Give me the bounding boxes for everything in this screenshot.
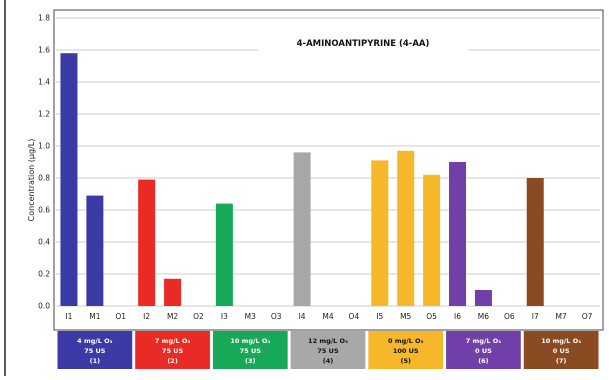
x-tick-label: O4 — [349, 312, 360, 321]
bar-m2 — [164, 278, 182, 306]
x-tick-label: M3 — [245, 312, 256, 321]
bar-i6 — [449, 162, 467, 306]
bars — [60, 53, 544, 307]
x-tick-label: M6 — [478, 312, 489, 321]
treatment-groups: 4 mg/L O₃ 75 US (1) 7 mg/L O₃ 75 US (2) 10 mg/… — [57, 331, 599, 369]
x-tick-label: O3 — [271, 312, 282, 321]
group-label-line: 7 mg/L O₃ — [466, 337, 502, 345]
bar-i7 — [526, 178, 544, 306]
bar-i2 — [138, 179, 156, 306]
group-label-line: 10 mg/L O₃ — [230, 337, 270, 345]
group-box-7 — [523, 331, 599, 369]
bar-m5 — [397, 150, 415, 306]
group-label-line: (2) — [167, 357, 177, 365]
bar-i4 — [293, 152, 311, 306]
y-tick-label: 0.8 — [38, 174, 50, 183]
group-box-3 — [212, 331, 288, 369]
x-tick-label: O1 — [115, 312, 126, 321]
group-label-line: (5) — [400, 357, 410, 365]
group-label-line: 75 US — [240, 347, 262, 355]
y-tick-label: 1.2 — [38, 110, 50, 119]
x-tick-label: I1 — [65, 312, 72, 321]
bar-o5 — [423, 174, 441, 306]
group-label-line: (3) — [245, 357, 255, 365]
bar-i3 — [215, 203, 233, 306]
group-label-line: (7) — [556, 357, 566, 365]
bar-i1 — [60, 53, 78, 307]
bar-i5 — [371, 160, 389, 306]
x-tick-label: O7 — [582, 312, 593, 321]
group-label-line: 10 mg/L O₃ — [541, 337, 581, 345]
group-label-line: 75 US — [162, 347, 184, 355]
x-tick-label: M7 — [556, 312, 567, 321]
group-label-line: 7 mg/L O₃ — [155, 337, 191, 345]
bar-m1 — [86, 195, 104, 306]
group-box-4 — [290, 331, 366, 369]
group-label-line: (1) — [90, 357, 100, 365]
y-tick-label: 1.6 — [38, 46, 50, 55]
chart-title: 4-AMINOANTIPYRINE (4-AA) — [297, 39, 430, 49]
group-box-1 — [57, 331, 133, 369]
y-axis-label: Concentration (µg/L) — [27, 139, 36, 222]
x-tick-label: O6 — [504, 312, 515, 321]
y-tick-label: 0.4 — [38, 238, 50, 247]
group-label-line: 0 mg/L O₃ — [388, 337, 424, 345]
y-tick-label: 1.0 — [38, 142, 50, 151]
group-label-line: (4) — [323, 357, 333, 365]
group-label-line: 75 US — [317, 347, 339, 355]
bar-m6 — [474, 290, 492, 306]
y-tick-label: 1.4 — [38, 78, 50, 87]
plot-frame — [53, 9, 604, 331]
group-label-line: 4 mg/L O₃ — [77, 337, 113, 345]
y-tick-label: 1.8 — [38, 14, 50, 23]
x-tick-label: I5 — [376, 312, 383, 321]
x-tick-label: I2 — [143, 312, 150, 321]
group-box-2 — [135, 331, 210, 369]
x-tick-label: O2 — [193, 312, 204, 321]
y-tick-label: 0.0 — [38, 302, 50, 311]
group-label-line: 0 US — [475, 347, 492, 355]
x-tick-label: O5 — [426, 312, 437, 321]
group-box-5 — [368, 331, 444, 369]
group-box-6 — [446, 331, 521, 369]
x-tick-label: I4 — [299, 312, 306, 321]
title-background — [258, 34, 468, 52]
x-tick-label: M4 — [322, 312, 333, 321]
x-tick-label: I3 — [221, 312, 228, 321]
y-axis-ticks: 0.0 0.2 0.4 0.6 0.8 1.0 1.2 1.4 1.6 1.8 — [38, 14, 50, 311]
x-tick-label: M5 — [400, 312, 411, 321]
y-tick-label: 0.2 — [38, 270, 50, 279]
group-label-line: 100 US — [393, 347, 419, 355]
group-label-line: 12 mg/L O₃ — [308, 337, 348, 345]
group-label-line: 75 US — [84, 347, 106, 355]
group-label-line: 0 US — [553, 347, 570, 355]
x-axis-categories: I1 M1 O1 I2 M2 O2 I3 M3 O3 I4 M4 O4 I5 M5 O5 I6 M6 O6 I7 M7… — [65, 312, 592, 321]
x-tick-label: I6 — [454, 312, 461, 321]
x-tick-label: M1 — [89, 312, 100, 321]
x-tick-label: M2 — [167, 312, 178, 321]
y-tick-label: 0.6 — [38, 206, 50, 215]
x-tick-label: I7 — [532, 312, 539, 321]
group-label-line: (6) — [478, 357, 488, 365]
